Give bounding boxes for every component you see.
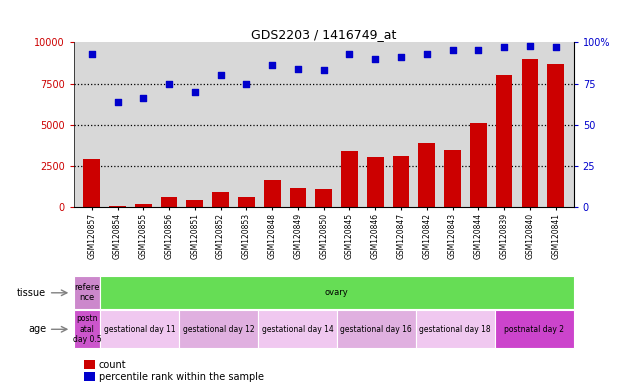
Text: age: age	[28, 324, 46, 334]
Text: gestational day 14: gestational day 14	[262, 325, 333, 334]
Text: refere
nce: refere nce	[74, 283, 99, 303]
Bar	[212, 192, 229, 207]
Bar	[187, 200, 203, 207]
Point	[447, 47, 458, 53]
Point	[293, 66, 303, 72]
Bar	[74, 310, 100, 349]
Point	[138, 95, 149, 101]
Text: ovary: ovary	[325, 288, 349, 297]
Point	[267, 62, 278, 68]
Bar	[179, 310, 258, 349]
Point	[319, 67, 329, 73]
Bar	[290, 187, 306, 207]
Bar	[337, 310, 416, 349]
Bar	[83, 159, 100, 207]
Point	[422, 51, 432, 57]
Text: tissue: tissue	[17, 288, 46, 298]
Point	[473, 47, 483, 53]
Point	[241, 81, 251, 87]
Bar	[470, 123, 487, 207]
Bar	[264, 180, 281, 207]
Bar	[84, 360, 95, 369]
Point	[525, 43, 535, 49]
Point	[370, 56, 380, 62]
Bar	[100, 310, 179, 349]
Bar	[495, 75, 513, 207]
Text: postn
atal
day 0.5: postn atal day 0.5	[72, 314, 101, 344]
Point	[112, 99, 122, 105]
Bar	[522, 59, 538, 207]
Point	[87, 51, 97, 57]
Bar	[84, 372, 95, 381]
Bar	[161, 197, 178, 207]
Text: percentile rank within the sample: percentile rank within the sample	[99, 372, 263, 382]
Bar	[135, 204, 152, 207]
Point	[164, 81, 174, 87]
Bar	[547, 64, 564, 207]
Text: gestational day 16: gestational day 16	[340, 325, 412, 334]
Text: gestational day 11: gestational day 11	[104, 325, 176, 334]
Bar	[367, 157, 383, 207]
Text: gestational day 18: gestational day 18	[419, 325, 491, 334]
Point	[551, 44, 561, 50]
Bar	[109, 206, 126, 207]
Point	[215, 72, 226, 78]
Text: count: count	[99, 360, 126, 370]
Bar	[74, 276, 100, 309]
Point	[190, 89, 200, 95]
Point	[344, 51, 354, 57]
Point	[499, 44, 509, 50]
Bar	[238, 197, 254, 207]
Bar	[341, 151, 358, 207]
Bar	[258, 310, 337, 349]
Text: postnatal day 2: postnatal day 2	[504, 325, 564, 334]
Point	[396, 54, 406, 60]
Bar	[416, 310, 495, 349]
Text: gestational day 12: gestational day 12	[183, 325, 254, 334]
Bar	[419, 143, 435, 207]
Bar	[315, 189, 332, 207]
Bar	[495, 310, 574, 349]
Bar	[444, 149, 461, 207]
Bar	[393, 156, 410, 207]
Title: GDS2203 / 1416749_at: GDS2203 / 1416749_at	[251, 28, 396, 41]
